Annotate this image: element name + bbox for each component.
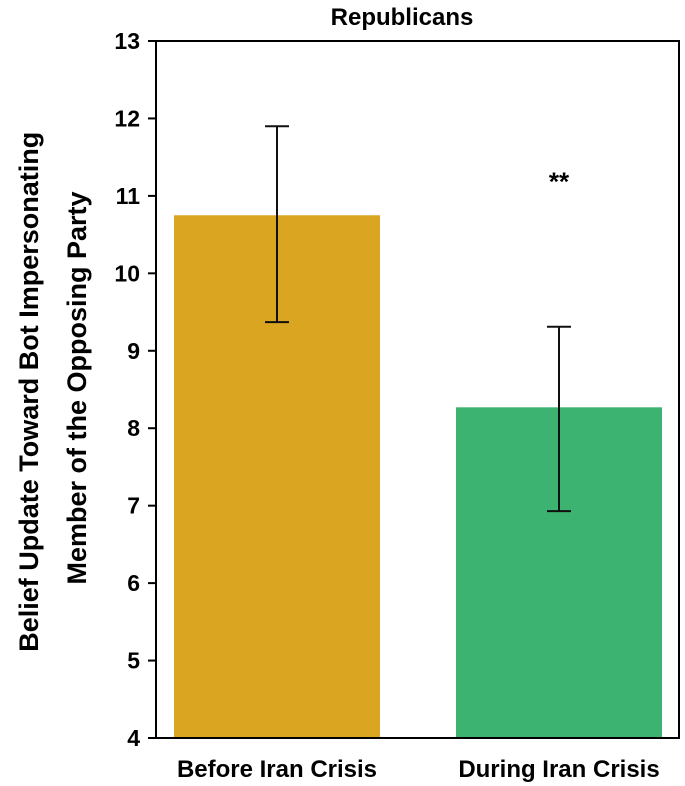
y-tick-label: 4 [127,725,140,751]
y-axis-ticks: 4 5 6 7 8 9 10 11 12 13 [114,28,156,751]
y-axis-label-line-1: Belief Update Toward Bot Impersonating [14,132,44,652]
y-axis-label: Belief Update Toward Bot Impersonating M… [14,124,92,652]
plot-frame [155,40,680,739]
y-tick-label: 6 [127,570,140,596]
bars [174,215,662,738]
x-axis-category-labels: Before Iran Crisis During Iran Crisis [177,756,660,783]
x-category-label: During Iran Crisis [458,756,659,783]
y-tick-label: 12 [114,105,140,131]
y-tick-label: 9 [127,338,140,364]
error-bars [265,125,571,513]
y-tick-label: 8 [127,415,140,441]
y-tick-label: 5 [127,648,140,674]
y-tick-label: 7 [127,493,140,519]
chart-title: Republicans [331,4,474,31]
significance-annotation: ** [549,166,570,196]
error-bar [265,125,289,324]
y-tick-label: 13 [114,28,140,54]
y-axis-label-line-2: Member of the Opposing Party [62,191,92,584]
x-category-label: Before Iran Crisis [177,756,377,783]
annotations: ** [549,166,570,196]
error-bar [547,325,571,513]
y-tick-label: 10 [114,260,140,286]
y-tick-label: 11 [116,183,141,209]
